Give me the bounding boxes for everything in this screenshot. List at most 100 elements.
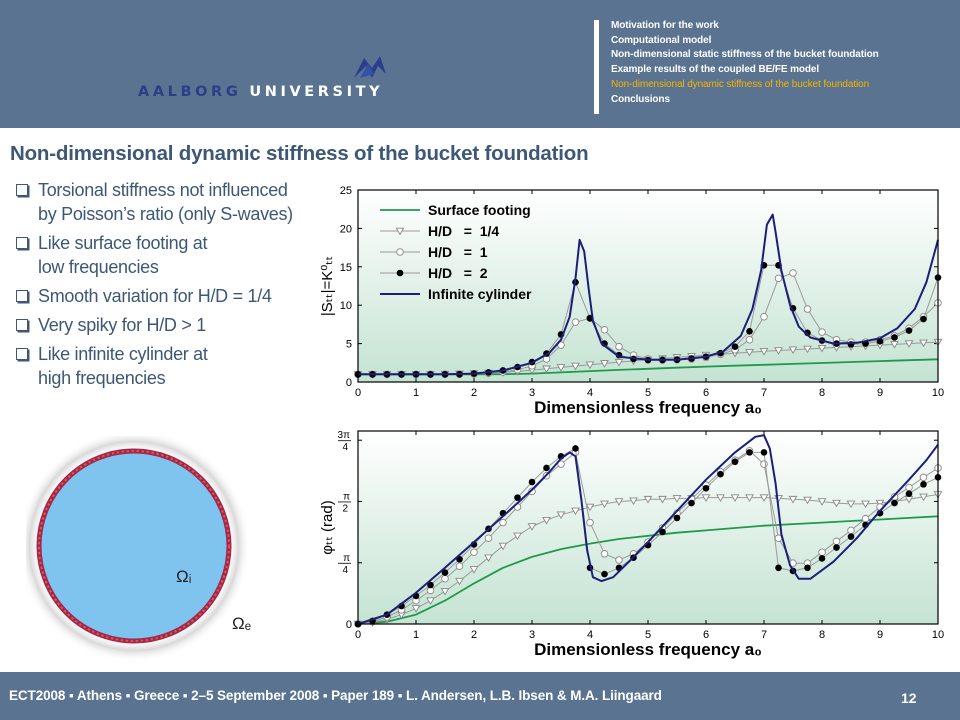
bullet-text: by Poisson’s ratio (only S-waves) (38, 204, 293, 224)
data-point (746, 328, 753, 335)
data-point (484, 534, 493, 542)
data-point (702, 484, 710, 492)
data-point (745, 494, 754, 502)
y-tick-label: 20 (340, 223, 352, 235)
bullet-item: Smooth variation for H/D = 1/4 (14, 284, 344, 308)
university-logo[interactable]: AALBORG UNIVERSITY (138, 54, 418, 104)
legend-label: Infinite cylinder (428, 286, 532, 302)
data-point (542, 365, 551, 374)
data-point (441, 575, 449, 583)
data-point (905, 483, 913, 492)
legend-label: H/D = 1/4 (428, 223, 499, 239)
y-tick-label-den: 2 (342, 503, 348, 514)
nav-item-1[interactable]: Motivation for the work (611, 20, 719, 31)
data-point (846, 500, 856, 509)
data-point (557, 460, 565, 468)
data-point (760, 460, 768, 468)
data-point (528, 487, 536, 496)
data-point (717, 470, 724, 478)
bullet-list: Torsional stiffness not influenced by Poi… (14, 178, 344, 395)
bullet-item: Very spiky for H/D > 1 (14, 313, 344, 337)
data-point (788, 346, 798, 355)
bullet-text: high frequencies (38, 368, 166, 388)
x-tick-label: 7 (761, 387, 767, 399)
series-line (357, 515, 939, 625)
data-point (745, 336, 754, 344)
data-point (556, 364, 566, 372)
y-tick-label: π (343, 491, 350, 502)
nav-item-3[interactable]: Non-dimensional static stiffness of the … (611, 49, 879, 61)
data-point (556, 511, 566, 520)
data-point (904, 340, 914, 348)
data-point (919, 493, 928, 502)
data-point (861, 514, 870, 523)
y-axis-label: |Sₜₜ|=K⁰ₜₜ (319, 256, 336, 316)
slide-title: Non-dimensional dynamic stiffness of the… (10, 142, 589, 165)
data-point (498, 542, 508, 551)
nav-item-4[interactable]: Example results of the coupled BE/FE mod… (611, 64, 820, 76)
x-tick-label: 5 (645, 629, 651, 641)
logo-text-university: UNIVERSITY (249, 84, 384, 100)
checkbox-bullet-icon (16, 237, 28, 249)
x-tick-label: 9 (877, 387, 883, 399)
inner-domain-label: Ωᵢ (176, 567, 191, 586)
x-tick-label: 2 (471, 629, 477, 641)
data-point (803, 305, 812, 313)
data-point (615, 342, 623, 351)
bullet-text: Very spiky for H/D > 1 (38, 315, 206, 335)
data-point (847, 526, 855, 535)
x-tick-label: 0 (355, 629, 361, 641)
data-point (818, 548, 826, 556)
y-tick-label: π (343, 553, 350, 564)
series-0 (357, 515, 939, 625)
legend-marker (396, 248, 404, 256)
data-point (760, 312, 768, 321)
data-point (905, 490, 913, 498)
x-tick-label: 4 (587, 629, 593, 641)
data-point (600, 326, 609, 334)
data-point (600, 360, 609, 368)
data-point (411, 605, 421, 613)
data-point (688, 499, 695, 507)
nav-item-6[interactable]: Conclusions (611, 93, 670, 105)
y-tick-label-den: 4 (342, 565, 348, 576)
bullet-text: Smooth variation for H/D = 1/4 (38, 286, 272, 306)
data-point (730, 494, 740, 502)
data-point (557, 341, 565, 349)
data-point (745, 348, 754, 357)
data-point (601, 570, 608, 578)
data-point (890, 341, 899, 349)
nav-item-5[interactable]: Non-dimensional dynamic stiffness of the… (611, 78, 870, 90)
bullet-text: low frequencies (38, 257, 159, 277)
data-point (775, 564, 782, 572)
outer-domain-label: Ωₑ (232, 614, 251, 633)
data-point (759, 494, 769, 502)
data-point (629, 497, 638, 506)
data-point (659, 528, 666, 536)
data-point (527, 523, 537, 531)
series-line (357, 434, 939, 625)
seagull-logo-icon (354, 56, 386, 78)
y-axis-label: φₜₜ (rad) (319, 500, 336, 554)
inner-domain (39, 451, 229, 641)
data-point (731, 343, 739, 350)
data-point (528, 478, 536, 486)
logo-text-aalborg: AALBORG (138, 84, 242, 100)
data-point (818, 555, 826, 562)
data-point (818, 328, 826, 336)
nav-item-2[interactable]: Computational model (611, 34, 712, 46)
x-axis-label: Dimensionless frequency a₀ (534, 398, 762, 417)
y-tick-label: 0 (346, 619, 352, 631)
data-point (643, 495, 653, 504)
x-axis-label: Dimensionless frequency a₀ (534, 640, 762, 659)
x-tick-label: 0 (355, 387, 361, 399)
series-4 (357, 434, 939, 625)
x-tick-label: 3 (529, 387, 535, 399)
page-number: 12 (901, 690, 917, 706)
data-point (673, 514, 681, 522)
skirt-element-marks (38, 450, 230, 642)
data-point (585, 361, 595, 370)
data-point (817, 498, 827, 506)
data-point (499, 518, 507, 527)
